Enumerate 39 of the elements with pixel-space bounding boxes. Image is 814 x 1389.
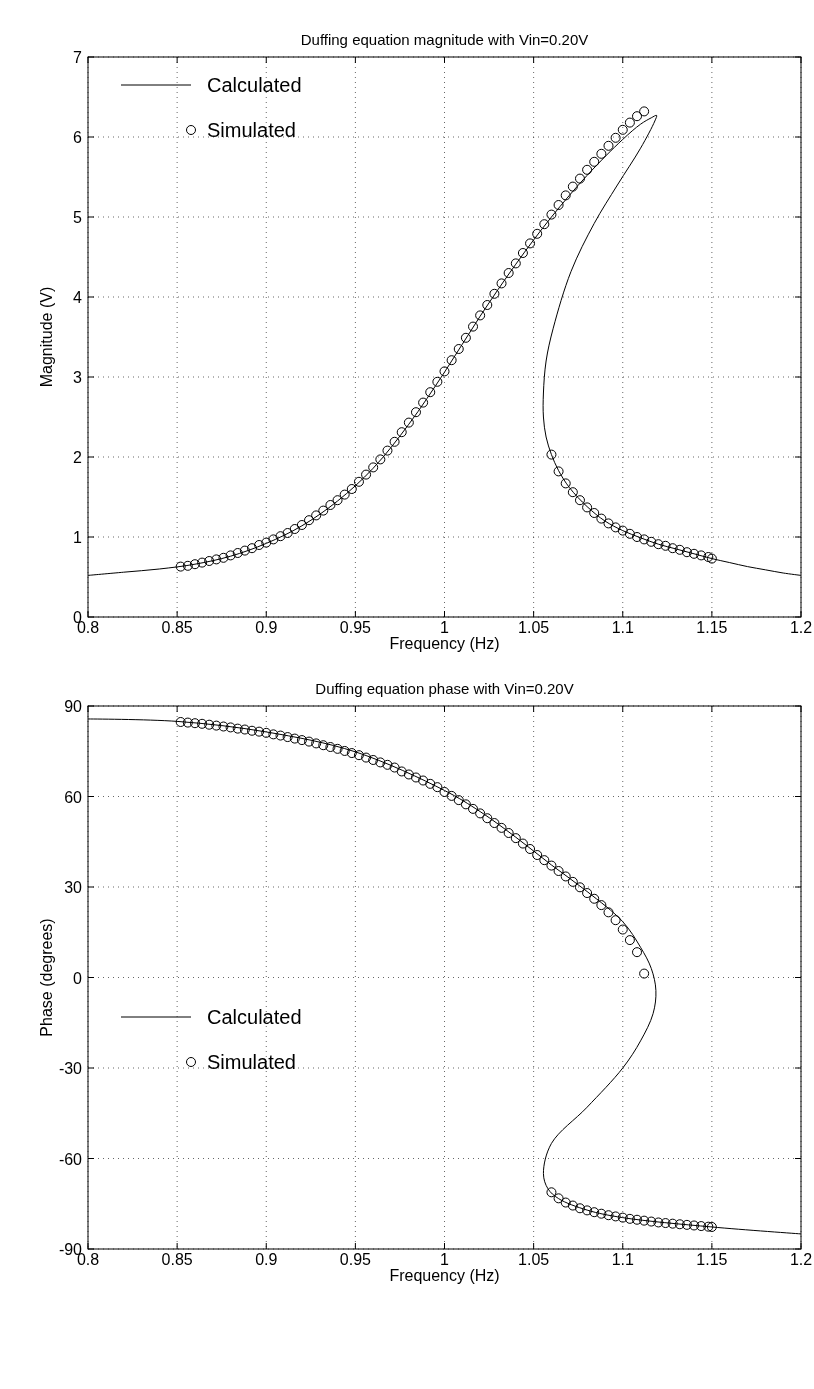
y-tick-label: 7 [73,49,83,66]
y-tick-label: -30 [58,1060,83,1077]
y-tick-label: 60 [64,788,83,806]
y-tick-label: -60 [58,1150,83,1168]
chart-title: Duffing equation phase with Vin=0.20V [315,680,574,697]
y-tick-label: 90 [64,698,83,715]
y-tick-label: 3 [73,369,83,386]
chart-title: Duffing equation magnitude with Vin=0.20V [300,31,589,48]
legend-label: Calculated [207,1006,302,1028]
y-axis-title: Magnitude (V) [38,286,55,388]
y-tick-label: 1 [73,529,83,546]
x-tick-label: 0.95 [339,1251,372,1268]
x-tick-label: 1.1 [611,1251,634,1268]
x-tick-label: 1.05 [518,1251,550,1268]
x-tick-label: 1.1 [611,619,634,636]
x-tick-label: 0.9 [255,1251,278,1268]
y-tick-label: 0 [73,969,83,987]
x-tick-label: 0.85 [161,1251,193,1268]
x-tick-label: 0.85 [161,619,193,636]
y-tick-label: 2 [73,449,83,466]
y-tick-label: 4 [73,289,83,306]
x-tick-label: 0.9 [255,619,278,636]
x-tick-label: 1 [440,619,450,636]
legend-label: Simulated [207,1051,296,1073]
y-axis-title: Phase (degrees) [38,918,55,1037]
x-tick-label: 1.2 [789,619,813,636]
x-tick-label: 1.2 [789,1251,813,1268]
x-tick-label: 1.15 [696,619,728,636]
x-axis-title: Frequency (Hz) [389,635,500,652]
x-tick-label: 1 [440,1251,450,1268]
x-axis-title: Frequency (Hz) [389,1267,500,1284]
x-tick-label: 1.15 [696,1251,728,1268]
y-tick-label: 5 [73,209,83,226]
y-tick-label: 6 [73,129,83,146]
legend-label: Simulated [207,119,296,141]
x-tick-label: 0.95 [339,619,372,636]
x-tick-label: 1.05 [518,619,550,636]
y-tick-label: 30 [64,879,83,896]
legend-label: Calculated [207,74,302,96]
